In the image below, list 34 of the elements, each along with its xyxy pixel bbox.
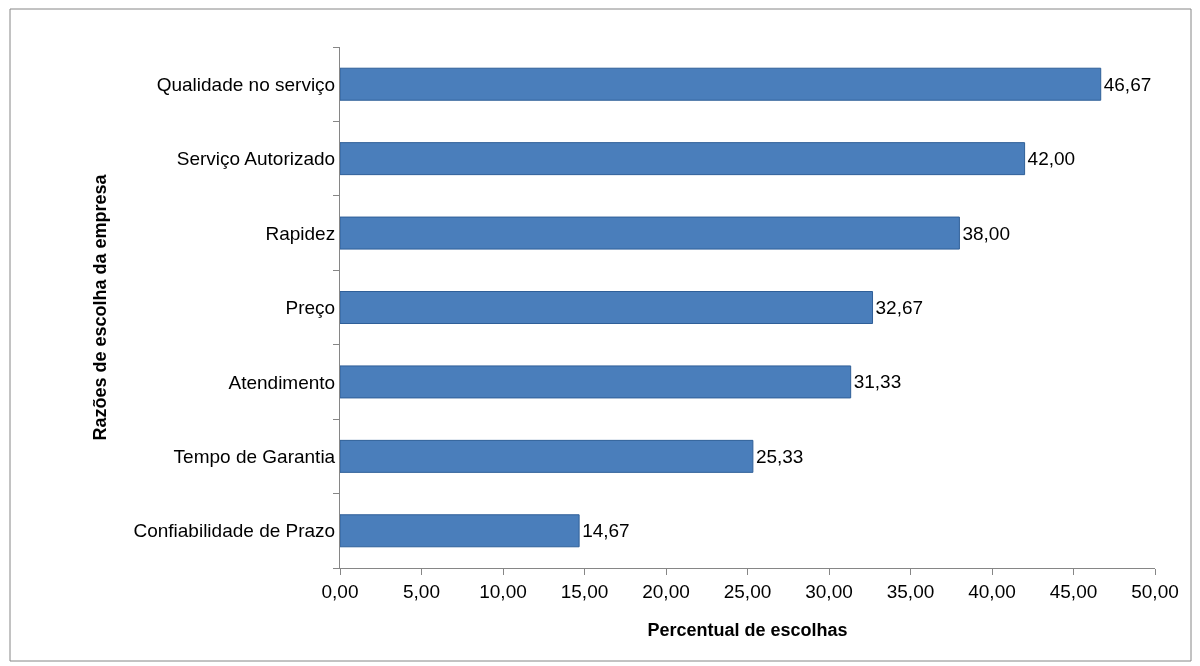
x-tick-label: 35,00 (886, 580, 935, 602)
x-tick-label: 20,00 (642, 580, 690, 602)
x-tick-label: 0,00 (321, 580, 359, 602)
x-tick-label: 45,00 (1049, 580, 1098, 602)
data-label: 32,67 (875, 297, 924, 318)
y-tick-label: Preço (285, 297, 336, 319)
bar (340, 291, 874, 324)
data-label: 42,00 (1027, 148, 1076, 170)
bar (340, 67, 1102, 101)
data-label: 38,00 (962, 222, 1010, 244)
x-axis-title: Percentual de escolhas (647, 619, 848, 640)
x-tick-label: 30,00 (805, 580, 853, 602)
data-label: 14,67 (582, 520, 630, 542)
bar (340, 439, 754, 473)
y-tick-label: Serviço Autorizado (176, 148, 336, 170)
y-tick-label: Rapidez (265, 222, 336, 244)
x-tick-label: 5,00 (403, 580, 440, 602)
data-label: 31,33 (853, 371, 902, 393)
bar (340, 142, 1026, 176)
data-label: 25,33 (755, 445, 804, 467)
x-tick-label: 40,00 (968, 580, 1016, 602)
bar (340, 216, 960, 250)
bar (340, 365, 852, 399)
y-tick-label: Qualidade no serviço (156, 73, 336, 95)
x-tick-label: 10,00 (479, 580, 527, 602)
y-tick-label: Atendimento (228, 371, 336, 393)
x-tick-label: 15,00 (560, 580, 609, 602)
bar (340, 514, 580, 548)
y-axis-title: Razões de escolha da empresa (89, 173, 110, 441)
x-tick-label: 25,00 (723, 580, 772, 602)
data-label: 46,67 (1103, 73, 1152, 95)
x-tick-label: 50,00 (1131, 580, 1179, 602)
y-tick-label: Tempo de Garantia (173, 446, 336, 468)
y-tick-label: Confiabilidade de Prazo (133, 520, 336, 542)
